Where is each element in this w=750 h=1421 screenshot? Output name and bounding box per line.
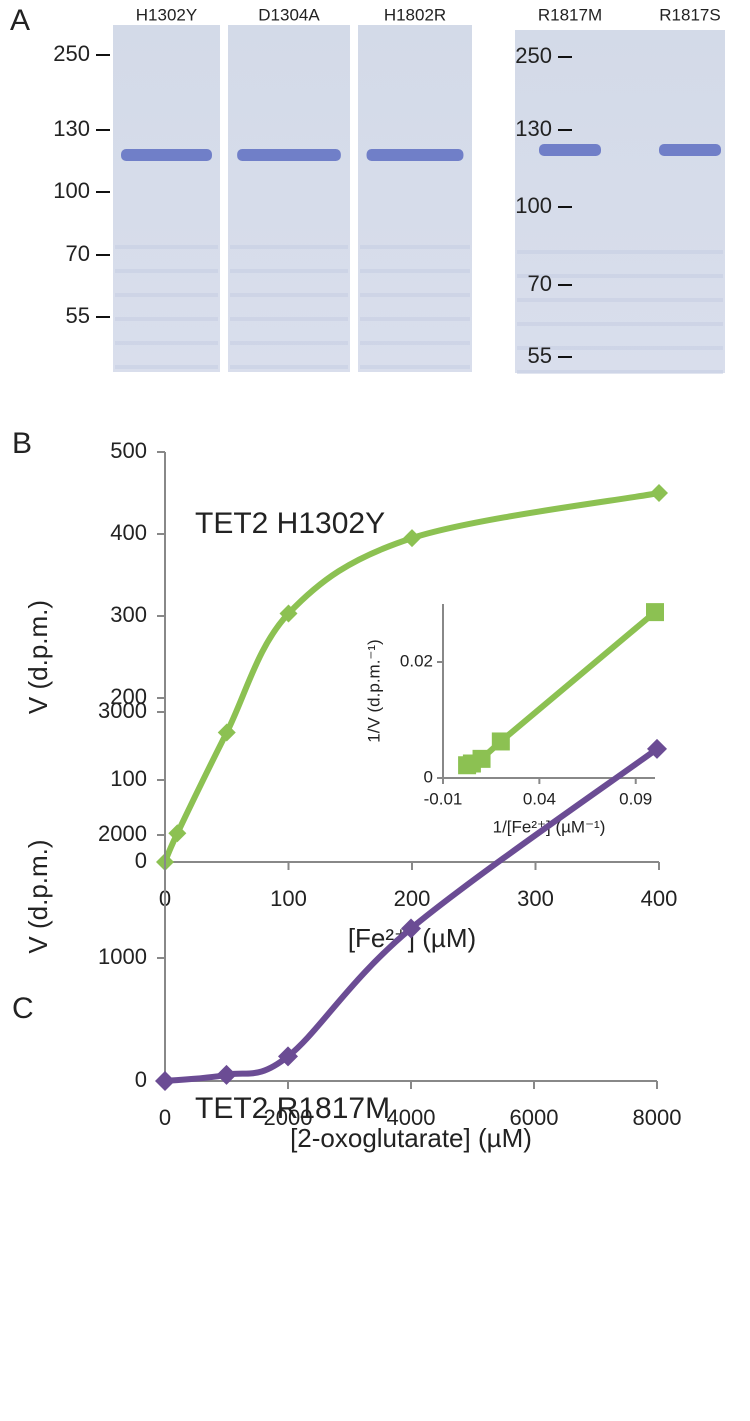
x-axis-label: [2-oxoglutarate] (µM) bbox=[290, 1123, 532, 1153]
x-tick-label: 0.09 bbox=[619, 789, 652, 808]
faint-band bbox=[230, 317, 348, 321]
gel-lane bbox=[113, 25, 220, 372]
faint-band bbox=[230, 341, 348, 345]
x-tick-label: 6000 bbox=[510, 1105, 559, 1130]
chart-title: TET2 R1817M bbox=[195, 1092, 390, 1125]
x-tick-label: 100 bbox=[270, 886, 307, 911]
x-tick-label: 8000 bbox=[633, 1105, 682, 1130]
faint-band bbox=[360, 269, 470, 273]
marker-label: 70 bbox=[66, 241, 90, 266]
faint-band bbox=[115, 293, 218, 297]
y-tick-label: 1000 bbox=[98, 944, 147, 969]
x-tick-label: 200 bbox=[394, 886, 431, 911]
x-tick-label: -0.01 bbox=[424, 789, 463, 808]
faint-band bbox=[517, 298, 723, 302]
y-tick-label: 0 bbox=[135, 848, 147, 873]
x-tick-label: 300 bbox=[517, 886, 554, 911]
data-point bbox=[403, 529, 421, 548]
faint-band bbox=[517, 370, 723, 374]
data-point bbox=[472, 749, 491, 768]
y-tick-label: 2000 bbox=[98, 821, 147, 846]
gel-lane bbox=[515, 30, 725, 373]
faint-band bbox=[115, 317, 218, 321]
y-tick-label: 500 bbox=[110, 438, 147, 463]
y-tick-label: 3000 bbox=[98, 698, 147, 723]
panel-label: A bbox=[10, 4, 30, 37]
y-tick-label: 0 bbox=[424, 767, 433, 786]
data-point bbox=[278, 1046, 298, 1067]
data-point bbox=[217, 723, 236, 742]
data-point bbox=[650, 484, 668, 502]
y-tick-label: 0 bbox=[135, 1067, 147, 1092]
y-tick-label: 100 bbox=[110, 766, 147, 791]
marker-label: 55 bbox=[528, 343, 552, 368]
x-tick-label: 4000 bbox=[387, 1105, 436, 1130]
panel-label: C bbox=[12, 992, 34, 1025]
faint-band bbox=[517, 250, 723, 254]
panel-label: B bbox=[12, 427, 32, 460]
faint-band bbox=[230, 365, 348, 369]
lane-label: D1304A bbox=[258, 5, 320, 24]
data-line bbox=[162, 490, 662, 865]
faint-band bbox=[230, 293, 348, 297]
faint-band bbox=[115, 341, 218, 345]
x-tick-label: 2000 bbox=[264, 1105, 313, 1130]
faint-band bbox=[517, 322, 723, 326]
chart-title: TET2 H1302Y bbox=[195, 507, 385, 540]
marker-label: 100 bbox=[53, 178, 90, 203]
y-axis-label: V (d.p.m.) bbox=[23, 839, 53, 953]
data-line bbox=[162, 745, 660, 1084]
faint-band bbox=[360, 293, 470, 297]
y-tick-label: 200 bbox=[110, 684, 147, 709]
faint-band bbox=[115, 269, 218, 273]
x-tick-label: 400 bbox=[641, 886, 678, 911]
lane-label: H1302Y bbox=[136, 5, 197, 24]
lane-label: R1817S bbox=[659, 5, 720, 24]
data-point bbox=[491, 732, 510, 751]
faint-band bbox=[517, 346, 723, 350]
x-tick-label: 0.04 bbox=[523, 789, 556, 808]
data-point bbox=[647, 738, 667, 759]
marker-label: 250 bbox=[515, 43, 552, 68]
data-point bbox=[279, 604, 298, 623]
data-point bbox=[216, 1064, 237, 1085]
marker-label: 130 bbox=[53, 116, 90, 141]
faint-band bbox=[360, 341, 470, 345]
y-axis-label: 1/V (d.p.m.⁻¹) bbox=[364, 639, 383, 742]
y-tick-label: 400 bbox=[110, 520, 147, 545]
protein-band bbox=[659, 144, 721, 156]
faint-band bbox=[115, 365, 218, 369]
faint-band bbox=[517, 274, 723, 278]
marker-label: 130 bbox=[515, 116, 552, 141]
faint-band bbox=[230, 269, 348, 273]
gel-lane bbox=[228, 25, 350, 372]
faint-band bbox=[360, 317, 470, 321]
faint-band bbox=[360, 365, 470, 369]
data-point bbox=[646, 603, 664, 622]
protein-band bbox=[366, 149, 464, 161]
faint-band bbox=[360, 245, 470, 249]
y-tick-label: 300 bbox=[110, 602, 147, 627]
marker-label: 70 bbox=[528, 271, 552, 296]
marker-label: 55 bbox=[66, 303, 90, 328]
lane-label: R1817M bbox=[538, 5, 602, 24]
marker-label: 250 bbox=[53, 41, 90, 66]
protein-band bbox=[121, 149, 212, 161]
x-tick-label: 0 bbox=[159, 1105, 171, 1130]
y-tick-label: 0.02 bbox=[400, 651, 433, 670]
marker-label: 100 bbox=[515, 193, 552, 218]
faint-band bbox=[115, 245, 218, 249]
protein-band bbox=[237, 149, 341, 161]
lane-label: H1802R bbox=[384, 5, 446, 24]
gel-lane bbox=[358, 25, 472, 372]
data-point bbox=[168, 824, 187, 843]
y-axis-label: V (d.p.m.) bbox=[23, 600, 53, 714]
data-point bbox=[401, 918, 421, 939]
faint-band bbox=[230, 245, 348, 249]
data-point bbox=[155, 1071, 175, 1091]
protein-band bbox=[539, 144, 601, 156]
